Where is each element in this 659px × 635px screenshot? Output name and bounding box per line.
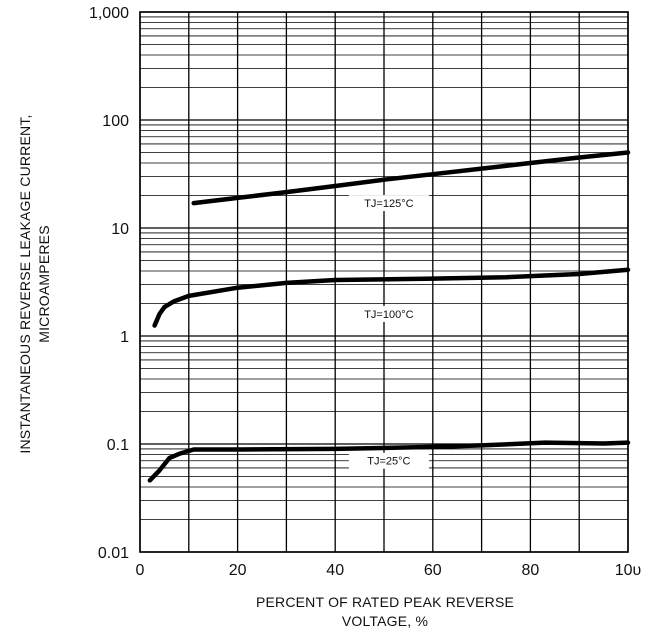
curve-label-2: TJ=100°C [364, 309, 413, 321]
y-tick-label: 1 [120, 329, 129, 346]
curve-labels: TJ=125°C TJ=100°C TJ=25°C [348, 195, 429, 469]
y-tick-label: 10 [111, 221, 129, 238]
y-tick-label: 0.01 [98, 545, 129, 562]
x-axis-label-line-2: VOLTAGE, % [342, 613, 428, 629]
x-tick-label: 40 [326, 562, 344, 579]
y-tick-label: 100 [102, 113, 129, 130]
series-line-2 [152, 267, 631, 328]
curve-label-box [348, 195, 429, 212]
curve-label-box [348, 452, 429, 469]
series-line-1 [191, 150, 631, 206]
x-tick-label: 60 [424, 562, 442, 579]
grid [139, 11, 629, 553]
x-tick-label: 10υ [615, 562, 642, 579]
x-tick-label: 80 [522, 562, 540, 579]
y-axis-label-line-1: INSTANTANEOUS REVERSE LEAKAGE CURRENT, [17, 114, 33, 453]
x-tick-label: 0 [136, 562, 145, 579]
y-tick-label: 0.1 [107, 437, 129, 454]
x-tick-label: 20 [229, 562, 247, 579]
x-axis-label-line-1: PERCENT OF RATED PEAK REVERSE [256, 594, 514, 610]
y-tick-label: 1,000 [89, 5, 129, 22]
curve-label-3: TJ=25°C [367, 456, 410, 468]
series-lines [147, 150, 631, 483]
curve-label-1: TJ=125°C [364, 198, 413, 210]
series-line-3 [147, 440, 631, 483]
y-tick-labels: 0.01 0.1 1 10 100 1,000 [89, 5, 129, 562]
x-tick-labels: 0 20 40 60 80 10υ [136, 562, 642, 579]
curve-label-box [348, 305, 429, 322]
y-axis-label-line-2: MICROAMPERES [36, 225, 52, 343]
plot-frame [139, 11, 629, 553]
